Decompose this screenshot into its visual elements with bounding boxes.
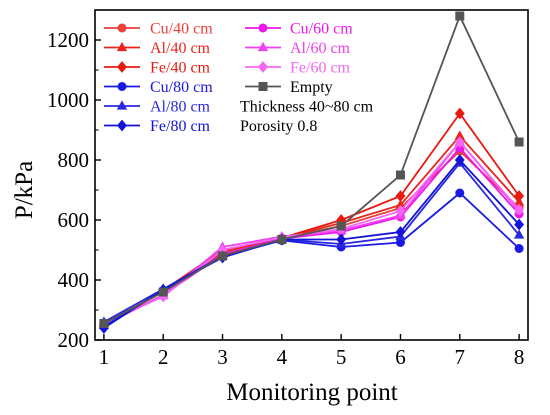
data-point-6-5 [395,238,405,247]
data-point-7-7 [513,229,525,239]
data-point-2-6 [454,107,465,120]
legend-note-1: Porosity 0.8 [240,118,317,135]
legend-marker-7 [116,100,128,110]
legend-marker-9 [258,82,268,91]
data-point-9-2 [218,251,228,261]
legend-item-8: Fe/80 cm [104,118,211,135]
legend-label-5: Fe/60 cm [290,60,351,77]
x-tick-label-3: 4 [277,345,288,369]
legend-item-4: Al/60 cm [245,40,351,57]
legend-item-9: Empty [245,79,333,96]
data-point-6-6 [455,188,465,198]
legend-item-2: Fe/40 cm [104,60,211,77]
y-axis-title: P/kPa [11,161,38,219]
x-tick-label-1: 2 [158,345,169,369]
legend-label-4: Al/60 cm [290,40,351,57]
y-tick-label-1: 400 [58,268,90,292]
plot-frame [94,9,529,341]
data-point-5-6 [454,136,465,148]
legend-label-3: Cu/60 cm [290,21,353,38]
x-tick-label-6: 7 [455,345,466,369]
legend-item-0: Cu/40 cm [104,21,213,38]
y-tick-label-0: 200 [58,328,90,352]
plot-border [94,9,529,341]
data-point-8-5 [395,226,406,238]
legend-marker-5 [258,61,268,73]
legend-item-5: Fe/60 cm [245,60,351,77]
legend-marker-4 [257,41,269,52]
legend-label-0: Cu/40 cm [150,21,213,38]
x-tick-label-5: 6 [395,345,406,369]
legend-label-6: Cu/80 cm [150,79,213,96]
data-point-6-7 [514,244,524,253]
legend-item-7: Al/80 cm [104,99,211,116]
y-tick-label-4: 1000 [47,88,89,112]
y-tick-label-2: 600 [58,208,90,232]
legend-marker-3 [258,23,268,33]
y-tick-label-3: 800 [58,148,90,172]
data-point-1-5 [395,199,406,209]
axis-ticks: 1 2 3 4 5 6 7 8 200 400 600 800 1000 1200 [47,28,524,369]
legend-marker-1 [116,41,128,52]
legend-label-8: Fe/80 cm [150,118,211,135]
data-point-2-7 [514,190,525,202]
series-line-9 [103,13,520,325]
legend-label-1: Al/40 cm [150,40,211,57]
legend-item-3: Cu/60 cm [245,21,353,38]
data-point-1-6 [454,130,465,140]
data-point-5-7 [514,203,525,216]
legend-marker-2 [117,61,127,73]
series-9 [99,11,524,328]
data-point-8-6 [454,154,465,166]
legend-label-7: Al/80 cm [150,99,211,116]
legend-marker-6 [117,82,127,91]
x-axis-title: Monitoring point [226,379,398,406]
data-point-9-5 [395,170,405,180]
y-tick-label-5: 1200 [47,28,89,52]
data-point-9-6 [455,11,465,21]
x-tick-label-7: 8 [514,345,525,369]
legend-label-9: Empty [290,79,333,96]
legend-item-1: Al/40 cm [104,40,211,57]
plot-lines [98,11,525,334]
series-line-8 [103,158,520,329]
legend: Cu/40 cm Al/40 cm Fe/40 cm Cu/60 cm Al/60 cm… [104,21,374,135]
legend-label-2: Fe/40 cm [150,60,211,77]
data-point-9-0 [99,319,109,328]
x-tick-label-0: 1 [99,345,110,369]
series-line-6 [103,191,520,328]
data-point-9-1 [158,287,168,297]
legend-item-6: Cu/80 cm [104,79,213,96]
data-point-9-3 [277,235,287,244]
data-point-9-4 [336,221,346,231]
x-tick-label-2: 3 [217,345,228,369]
x-tick-label-4: 5 [336,345,347,369]
data-point-5-5 [395,205,406,217]
data-point-9-7 [514,137,524,147]
data-point-8-4 [336,233,347,246]
series-6 [99,188,524,331]
legend-marker-0 [117,23,127,33]
legend-note-0: Thickness 40~80 cm [240,99,374,116]
data-point-2-5 [395,190,406,202]
data-point-8-7 [514,218,525,231]
legend-marker-8 [117,119,127,132]
